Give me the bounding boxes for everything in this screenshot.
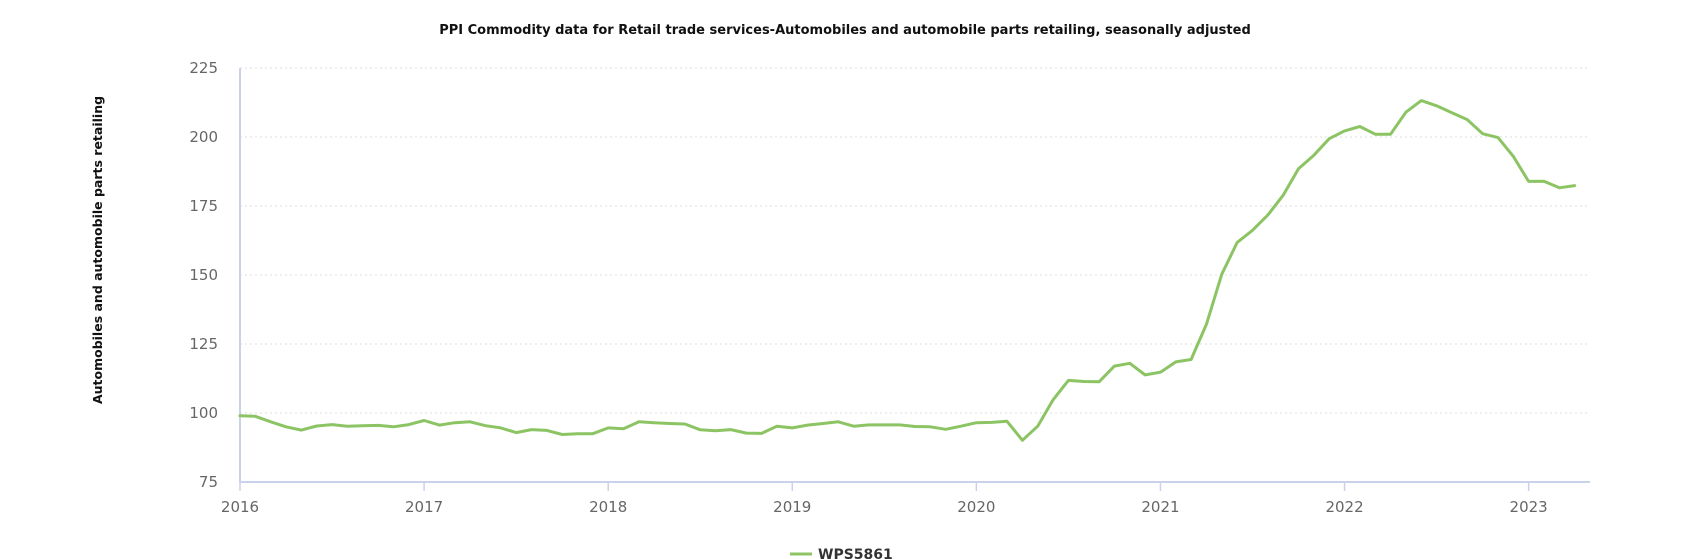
y-axis-label: Automobiles and automobile parts retaili… — [90, 96, 105, 404]
x-tick-label: 2020 — [957, 498, 995, 516]
y-tick-label: 75 — [199, 473, 218, 491]
y-tick-label: 200 — [189, 128, 218, 146]
chart-title: PPI Commodity data for Retail trade serv… — [439, 23, 1251, 38]
x-tick-label: 2021 — [1141, 498, 1179, 516]
gridlines — [240, 67, 1590, 414]
y-tick-label: 225 — [189, 59, 218, 77]
y-tick-label: 125 — [189, 335, 218, 353]
legend[interactable]: WPS5861 — [790, 547, 893, 559]
x-tick-label: 2023 — [1510, 498, 1548, 516]
x-tick-label: 2017 — [405, 498, 443, 516]
x-tick-label: 2016 — [221, 498, 259, 516]
x-tick-label: 2018 — [589, 498, 627, 516]
y-tick-label: 150 — [189, 266, 218, 284]
y-tick-labels: 75 100 125 150 175 200 225 — [189, 59, 218, 491]
axes — [239, 68, 1590, 491]
series-layer — [238, 99, 1577, 442]
legend-label: WPS5861 — [818, 547, 893, 559]
x-tick-label: 2019 — [773, 498, 811, 516]
series-line-wps5861[interactable] — [238, 99, 1577, 442]
x-tick-label: 2022 — [1325, 498, 1363, 516]
y-tick-label: 100 — [189, 404, 218, 422]
y-tick-label: 175 — [189, 197, 218, 215]
x-tick-labels: 2016 2017 2018 2019 2020 2021 2022 2023 — [221, 498, 1548, 516]
